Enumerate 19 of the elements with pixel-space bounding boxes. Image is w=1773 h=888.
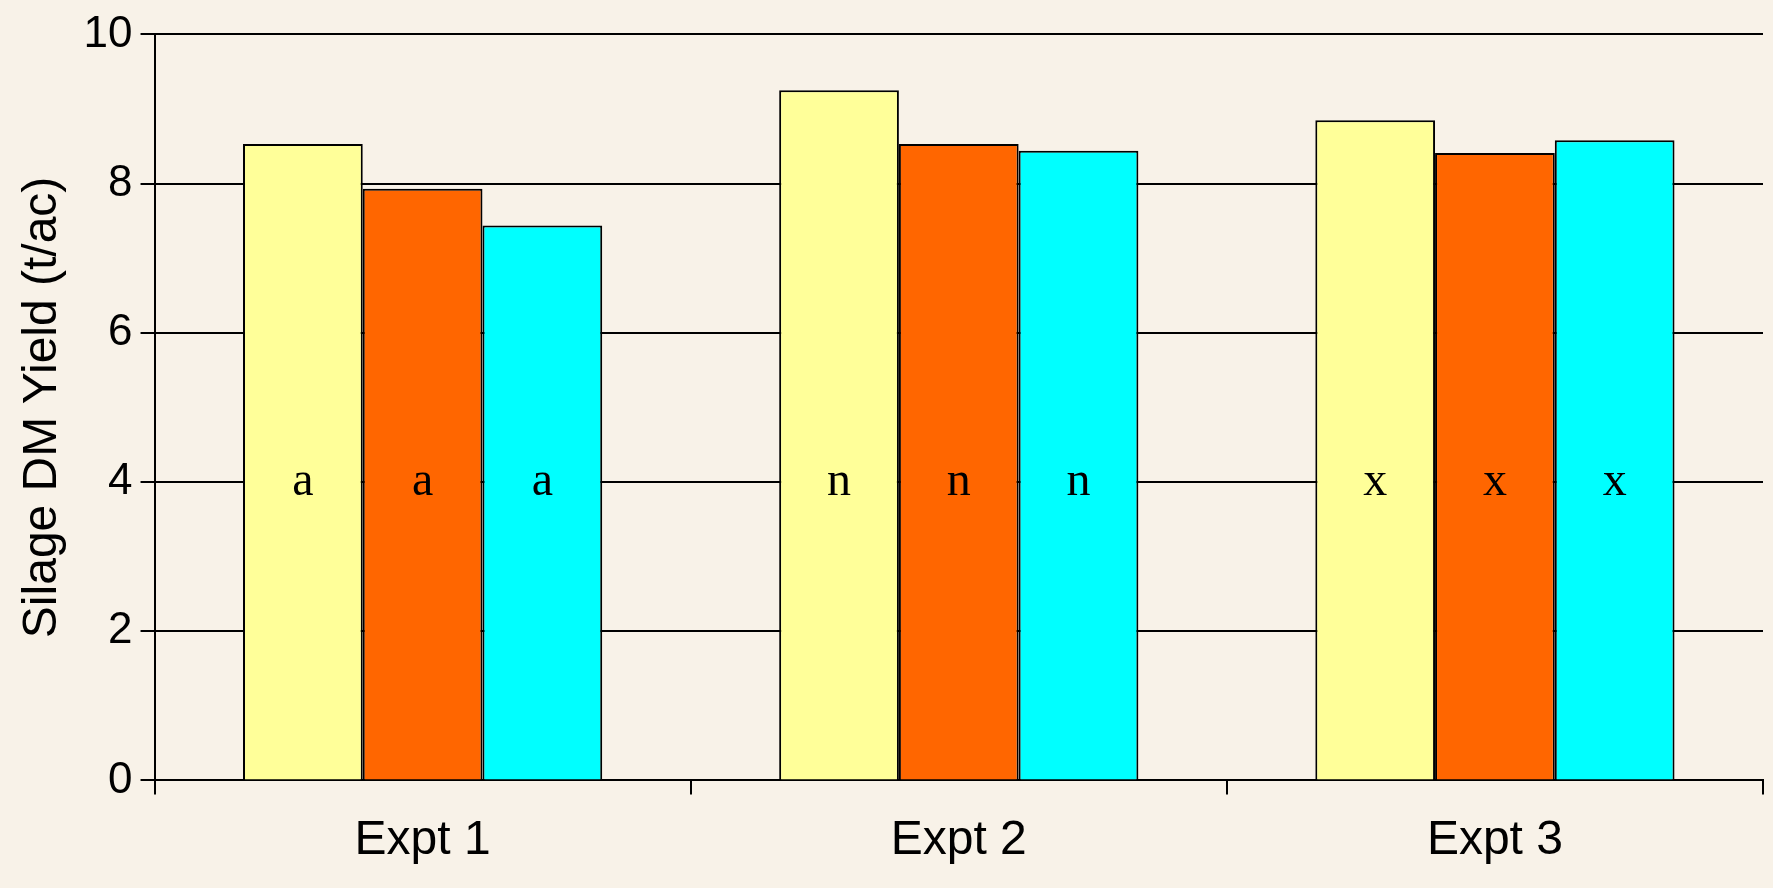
y-tick-label: 4 xyxy=(108,454,133,504)
x-tick-label: Expt 3 xyxy=(1426,811,1563,865)
data-label: n xyxy=(827,451,852,505)
data-label: n xyxy=(1066,451,1091,505)
data-label: x xyxy=(1602,451,1627,505)
y-tick-label: 8 xyxy=(108,155,133,205)
x-tick-label: Expt 2 xyxy=(890,811,1027,865)
x-tick-label: Expt 1 xyxy=(354,811,491,865)
y-tick-label: 10 xyxy=(83,6,133,56)
data-label: a xyxy=(292,451,314,505)
y-tick-label: 0 xyxy=(108,752,133,802)
data-label: a xyxy=(531,451,554,505)
y-axis-title: Silage DM Yield (t/ac) xyxy=(13,176,67,639)
y-tick-label: 6 xyxy=(108,304,133,354)
data-label: a xyxy=(411,451,434,505)
data-label: x xyxy=(1363,451,1388,505)
y-tick-label: 2 xyxy=(108,603,133,653)
data-label: x xyxy=(1482,451,1507,505)
data-label: n xyxy=(946,451,971,505)
